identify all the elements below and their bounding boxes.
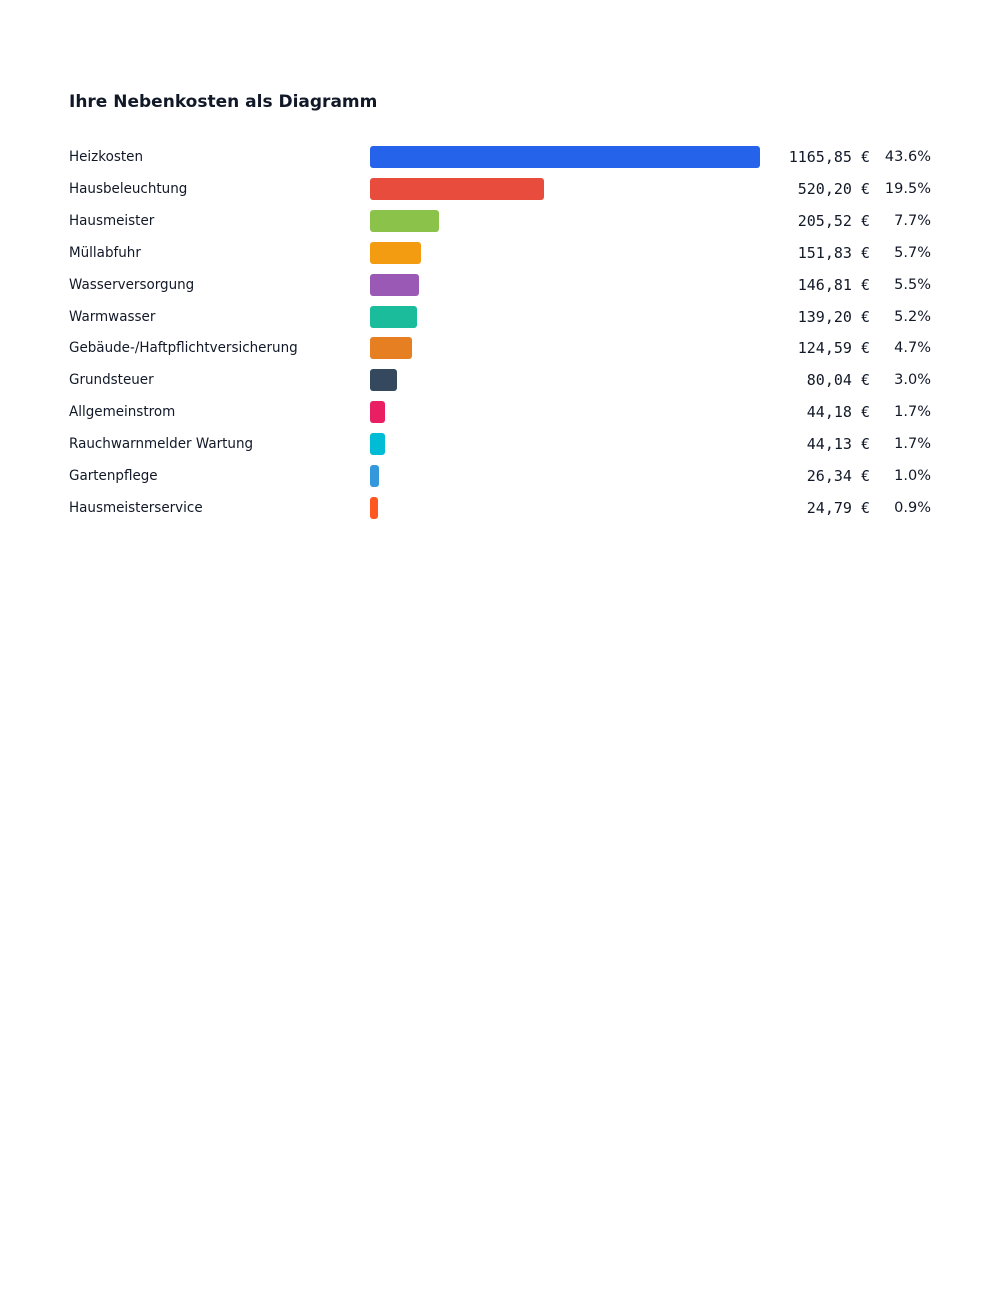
bar [370,241,421,264]
percent-label: 5.7% [894,244,931,261]
value-label: 124,59 € [797,339,870,358]
chart-row: Müllabfuhr 151,83 € 5.7% [0,241,1000,265]
chart-row: Warmwasser 139,20 € 5.2% [0,305,1000,329]
bar [370,177,544,200]
value-label: 1165,85 € [788,148,870,166]
chart-row: Rauchwarnmelder Wartung 44,13 € 1.7% [0,432,1000,456]
category-label: Allgemeinstrom [69,404,176,421]
bar [370,401,385,424]
value-label: 44,18 € [806,403,870,422]
value-label: 139,20 € [797,307,870,326]
bar [370,305,417,328]
percent-label: 0.9% [894,499,931,516]
category-label: Grundsteuer [69,372,154,389]
value-label: 151,83 € [797,243,870,262]
page-title: Ihre Nebenkosten als Diagramm [69,92,378,112]
chart-row: Allgemeinstrom 44,18 € 1.7% [0,400,1000,424]
chart-row: Gartenpflege 26,34 € 1.0% [0,464,1000,488]
percent-label: 1.0% [894,468,931,484]
bar [370,273,420,296]
percent-label: 5.5% [894,276,931,293]
chart-row: Hausmeisterservice 24,79 € 0.9% [0,496,1000,520]
percent-label: 1.7% [894,404,931,421]
chart-row: Gebäude-/Haftpflichtversicherung 124,59 €… [0,336,1000,360]
value-label: 80,04 € [806,371,870,390]
bar [370,146,760,168]
chart-row: Hausmeister 205,52 € 7.7% [0,209,1000,233]
bar [370,369,397,392]
category-label: Hausmeister [69,212,155,229]
category-label: Wasserversorgung [69,276,195,293]
value-label: 24,79 € [806,498,870,517]
percent-label: 7.7% [894,212,931,229]
chart-row: Wasserversorgung 146,81 € 5.5% [0,273,1000,297]
value-label: 520,20 € [797,179,870,198]
bar [370,465,379,487]
bar [370,337,412,360]
category-label: Rauchwarnmelder Wartung [69,436,254,453]
percent-label: 3.0% [894,372,931,389]
chart-row: Heizkosten 1165,85 € 43.6% [0,145,1000,169]
category-label: Müllabfuhr [69,244,141,261]
value-label: 146,81 € [797,275,870,294]
category-label: Hausbeleuchtung [69,180,188,197]
value-label: 205,52 € [797,211,870,230]
percent-label: 43.6% [884,149,931,165]
bar [370,496,379,519]
percent-label: 4.7% [894,340,931,357]
category-label: Warmwasser [69,308,156,325]
percent-label: 1.7% [894,436,931,453]
category-label: Gartenpflege [69,468,158,484]
percent-label: 19.5% [884,180,931,197]
bar [370,433,385,456]
chart-row: Hausbeleuchtung 520,20 € 19.5% [0,177,1000,201]
value-label: 44,13 € [806,435,870,454]
value-label: 26,34 € [806,467,870,485]
chart-row: Grundsteuer 80,04 € 3.0% [0,368,1000,392]
category-label: Hausmeisterservice [69,499,203,516]
bar [370,209,439,232]
category-label: Heizkosten [69,149,144,165]
category-label: Gebäude-/Haftpflichtversicherung [69,340,298,357]
percent-label: 5.2% [894,308,931,325]
